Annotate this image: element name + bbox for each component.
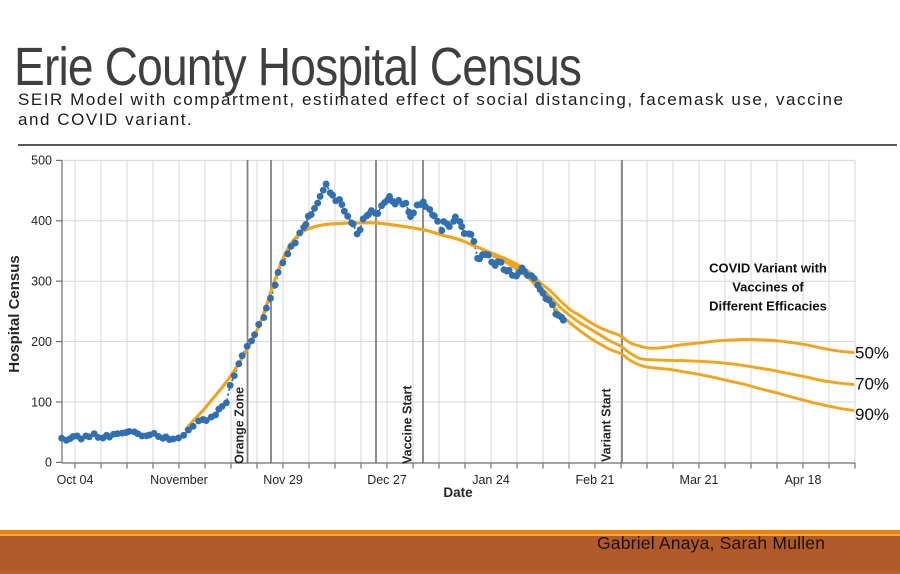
- svg-text:Dec 27: Dec 27: [367, 473, 407, 487]
- svg-text:0: 0: [45, 456, 52, 470]
- svg-text:Oct 04: Oct 04: [57, 473, 94, 487]
- svg-text:November: November: [150, 473, 208, 487]
- svg-text:Jan 24: Jan 24: [472, 473, 510, 487]
- svg-text:100: 100: [31, 395, 52, 409]
- svg-text:Different Efficacies: Different Efficacies: [709, 299, 827, 314]
- svg-text:500: 500: [31, 154, 52, 168]
- svg-text:70%: 70%: [855, 375, 889, 394]
- svg-text:Nov 29: Nov 29: [263, 473, 303, 487]
- svg-text:300: 300: [31, 275, 52, 289]
- svg-text:Apr 18: Apr 18: [785, 473, 822, 487]
- svg-text:Vaccine Start: Vaccine Start: [401, 385, 415, 464]
- svg-text:400: 400: [31, 214, 52, 228]
- svg-text:Mar 21: Mar 21: [680, 473, 719, 487]
- svg-text:Variant Start: Variant Start: [600, 388, 614, 462]
- svg-text:Vaccines of: Vaccines of: [732, 280, 804, 295]
- svg-text:Date: Date: [443, 485, 473, 500]
- svg-text:Orange Zone: Orange Zone: [233, 387, 247, 464]
- svg-text:Feb 21: Feb 21: [576, 473, 615, 487]
- svg-text:50%: 50%: [855, 343, 889, 362]
- svg-text:90%: 90%: [855, 405, 889, 424]
- svg-text:200: 200: [31, 335, 52, 349]
- svg-text:COVID Variant with: COVID Variant with: [709, 261, 827, 276]
- svg-text:Hospital Census: Hospital Census: [6, 255, 23, 373]
